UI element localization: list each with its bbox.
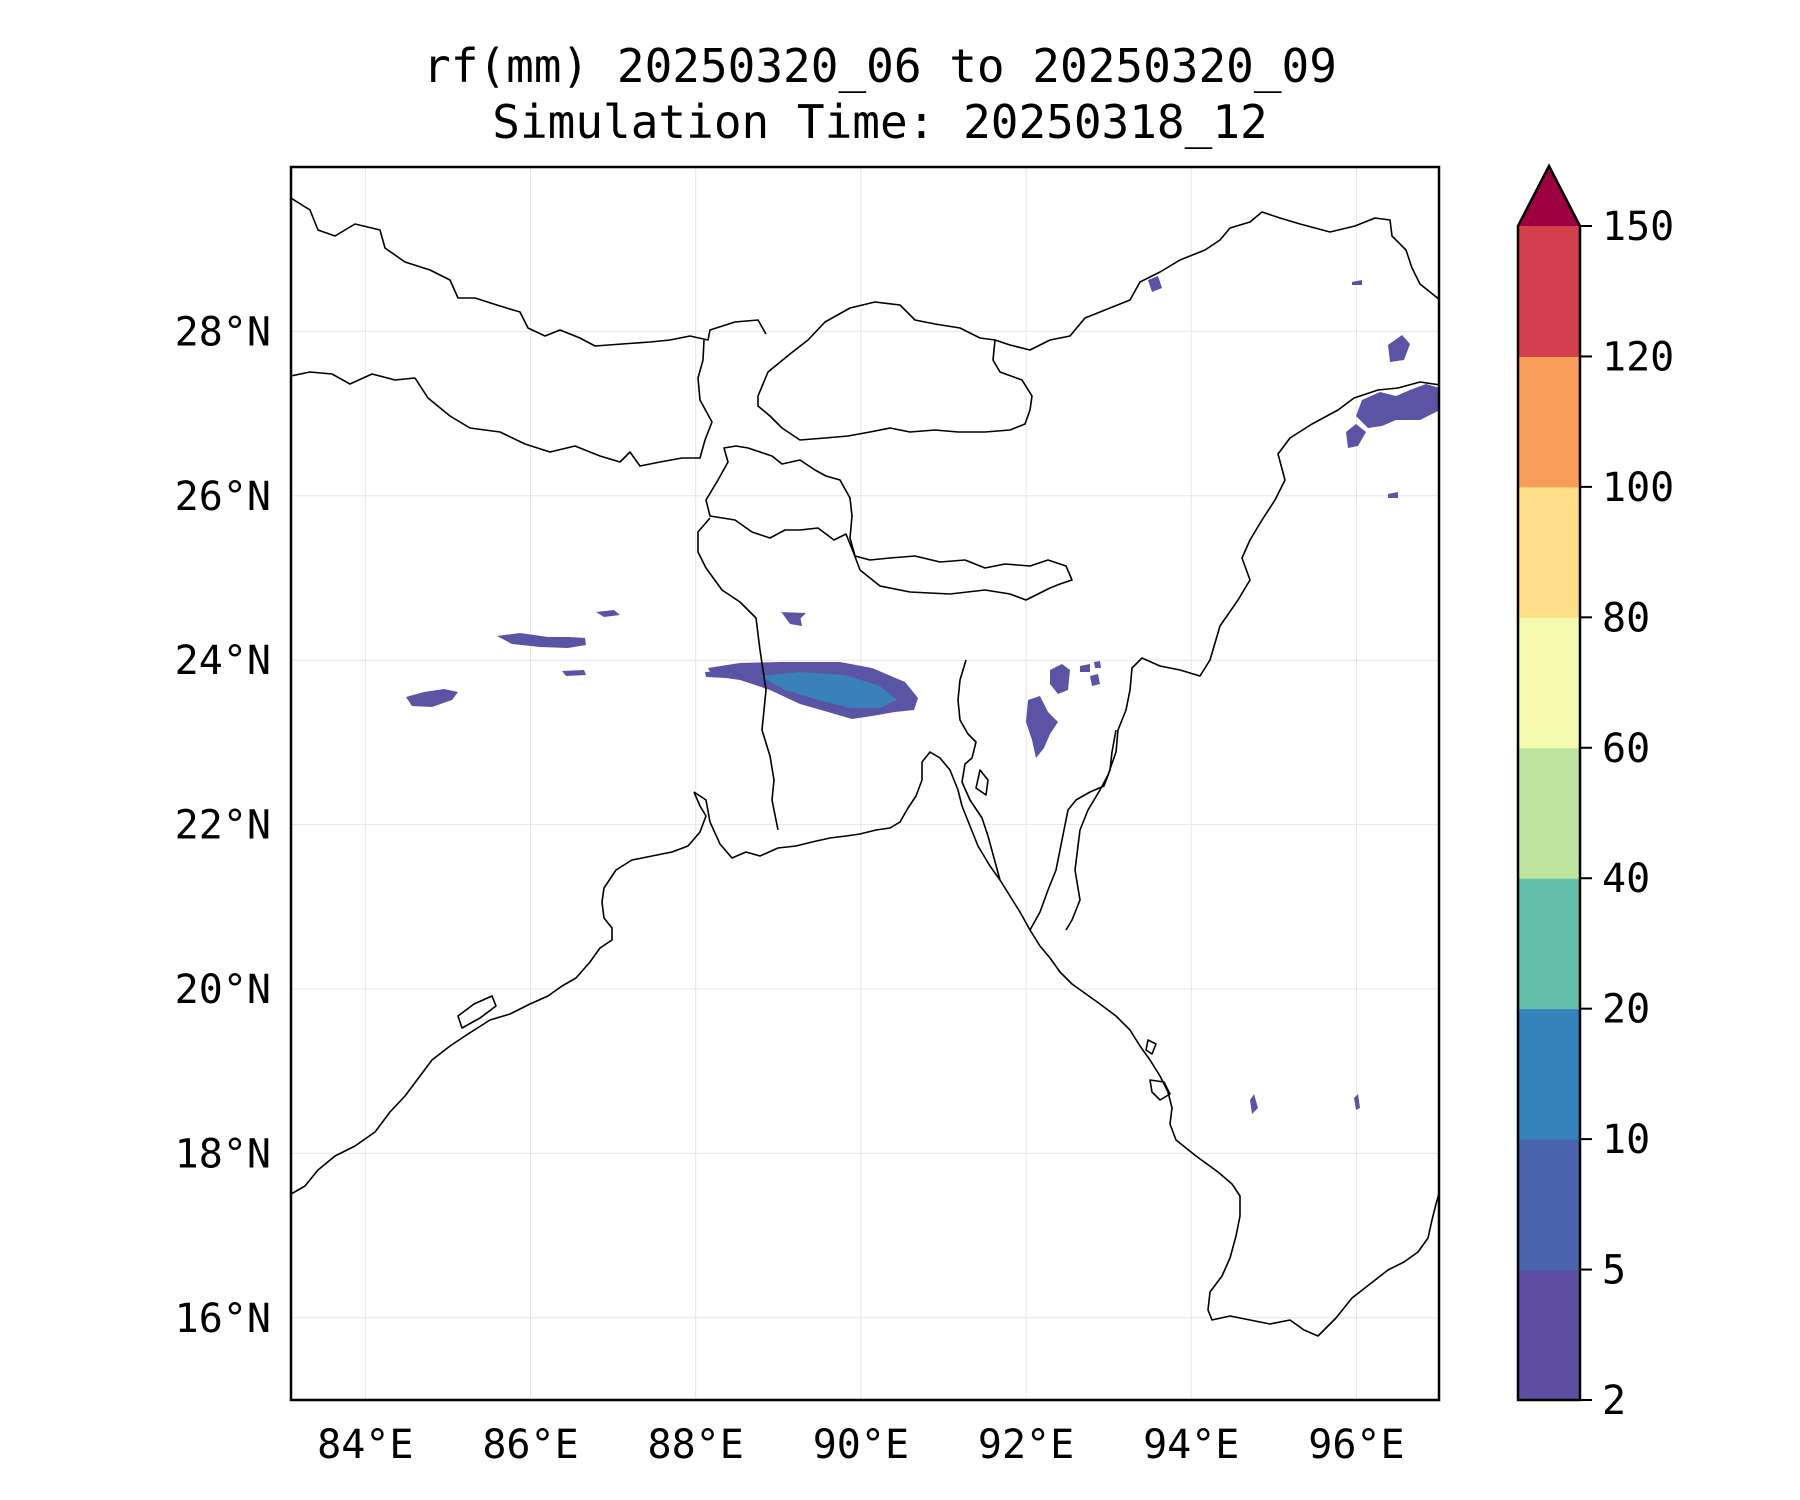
rain-patch-small-11	[1352, 280, 1362, 285]
rain-patch-small-12	[1250, 1094, 1258, 1114]
title-line-2: Simulation Time: 20250318_12	[492, 95, 1267, 149]
colorbar-tick-label: 80	[1602, 595, 1650, 641]
rain-patch-assam	[1346, 424, 1366, 448]
border-nepal-north	[291, 197, 767, 347]
lon-tick-label: 86°E	[482, 1422, 578, 1468]
rain-patch-small-7	[1090, 674, 1100, 686]
axis-ticks: 84°E 86°E 88°E 90°E 92°E 94°E 96°E 16°N 18°N 20°N…	[175, 309, 1405, 1468]
rain-patch-jharkhand	[406, 689, 458, 707]
lon-tick-label: 84°E	[317, 1422, 413, 1468]
island-sagar	[975, 769, 989, 796]
colorbar-outline	[1516, 163, 1582, 1402]
lat-tick-label: 28°N	[175, 309, 271, 355]
lon-tick-label: 96°E	[1308, 1422, 1404, 1468]
coastline-bengal-delta	[693, 751, 1001, 881]
lat-tick-label: 20°N	[175, 967, 271, 1013]
colorbar-segment	[1518, 1139, 1580, 1271]
lat-tick-label: 22°N	[175, 803, 271, 849]
border-bhutan	[757, 301, 1033, 441]
colorbar-tick-label: 100	[1602, 465, 1674, 511]
colorbar-tick-label: 150	[1602, 204, 1674, 250]
colorbar-tick-label: 10	[1602, 1117, 1650, 1163]
title-line-1: rf(mm) 20250320_06 to 20250320_09	[423, 39, 1337, 93]
border-nepal-south	[291, 339, 713, 467]
island-ramree	[1149, 1079, 1171, 1101]
map-frame	[289, 165, 1441, 1402]
rain-patch-manipur	[1050, 664, 1070, 694]
lat-tick-label: 18°N	[175, 1131, 271, 1177]
coastline-myanmar	[1029, 929, 1439, 1337]
colorbar-tick-label: 20	[1602, 987, 1650, 1033]
colorbar-segment	[1518, 1269, 1580, 1401]
rain-core-bangladesh	[760, 672, 897, 708]
lon-tick-label: 90°E	[813, 1422, 909, 1468]
colorbar-segment	[1518, 486, 1580, 618]
rain-patch-small-10	[1388, 492, 1398, 498]
map-area: 84°E 86°E 88°E 90°E 92°E 94°E 96°E 16°N 18°N 20°N…	[175, 165, 1441, 1468]
colorbar-segment	[1518, 356, 1580, 488]
colorbar-tick-label: 40	[1602, 856, 1650, 902]
colorbar-segment	[1518, 878, 1580, 1010]
coastline-india-east	[291, 791, 707, 1195]
gridlines	[291, 167, 1439, 1400]
rain-patch-mizoram	[1026, 696, 1058, 758]
lon-tick-label: 94°E	[1143, 1422, 1239, 1468]
lon-tick-label: 88°E	[648, 1422, 744, 1468]
rain-patch-arunachal-2	[1356, 384, 1439, 428]
colorbar: 2 5 10 20 40 60 80 100 120 150	[1516, 163, 1674, 1424]
colorbar-extend-arrow	[1518, 166, 1580, 226]
border-myanmar-india	[1029, 729, 1117, 931]
rain-patch-small-8	[1094, 661, 1101, 668]
rain-patch-small-2	[562, 670, 586, 676]
rain-patch-small-13	[1354, 1094, 1360, 1110]
island-cheduba	[1145, 1039, 1157, 1055]
lat-tick-label: 16°N	[175, 1296, 271, 1342]
border-bangladesh-west	[697, 517, 779, 831]
colorbar-tick-label: 60	[1602, 726, 1650, 772]
colorbar-segment	[1518, 747, 1580, 879]
rain-patch-bihar	[497, 633, 586, 648]
colorbar-tick-label: 2	[1602, 1378, 1626, 1424]
colorbar-segment	[1518, 617, 1580, 749]
rain-patch-small-5	[705, 671, 728, 678]
border-bangladesh-east	[957, 659, 1031, 931]
lat-tick-label: 26°N	[175, 474, 271, 520]
rain-patch-arunachal-1	[1388, 335, 1410, 362]
colorbar-segment	[1518, 226, 1580, 357]
border-northeast-india	[994, 211, 1439, 351]
colorbar-tick-label: 120	[1602, 334, 1674, 380]
rain-patch-small-9	[1148, 276, 1162, 292]
rain-patch-small-4	[782, 613, 802, 626]
border-bangladesh	[705, 445, 1073, 601]
island-chilika	[457, 995, 497, 1029]
colorbar-tick-label: 5	[1602, 1248, 1626, 1294]
lat-tick-label: 24°N	[175, 638, 271, 684]
lon-tick-label: 92°E	[978, 1422, 1074, 1468]
colorbar-segment	[1518, 1008, 1580, 1140]
rain-patch-small-6	[1080, 664, 1090, 672]
rainfall-layer	[291, 197, 1439, 1337]
rain-patch-small-1	[596, 610, 620, 617]
border-assam-south	[1065, 381, 1439, 931]
